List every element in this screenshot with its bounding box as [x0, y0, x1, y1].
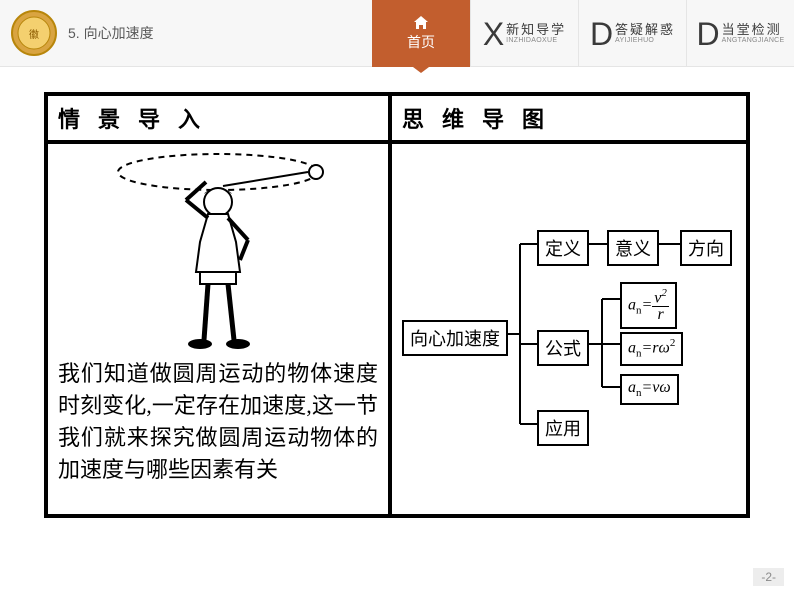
- node-formula-3: an=vω: [620, 374, 679, 405]
- node-meaning: 意义: [607, 230, 659, 266]
- nav-tab-xinzhi[interactable]: X 新知导学 INZHIDAOXUE: [470, 0, 578, 67]
- home-icon: [413, 16, 429, 30]
- nav-en: AYIJIEHUO: [615, 37, 675, 45]
- nav-tab-dangtang[interactable]: D 当堂检测 ANGTANGJIANCE: [686, 0, 794, 67]
- nav-letter: X: [483, 18, 504, 50]
- node-definition: 定义: [537, 230, 589, 266]
- nav-cn: 答疑解惑: [615, 23, 675, 37]
- node-application: 应用: [537, 410, 589, 446]
- nav-home-label: 首页: [407, 32, 435, 52]
- svg-text:徽: 徽: [29, 28, 39, 41]
- mindmap-heading: 思维导图: [392, 96, 746, 144]
- column-scenario: 情景导入 我们知道做圆周运动的物体速度时刻变化,一定存在加速度: [48, 96, 392, 514]
- nav-tab-home[interactable]: 首页: [372, 0, 470, 67]
- nav-cn: 新知导学: [506, 23, 566, 37]
- node-formula-2: an=rω2: [620, 332, 683, 366]
- node-formula: 公式: [537, 330, 589, 366]
- nav-tabs: 首页 X 新知导学 INZHIDAOXUE D 答疑解惑 AYIJIEHUO: [372, 0, 794, 67]
- nav-en: INZHIDAOXUE: [506, 37, 566, 45]
- nav-letter: D: [590, 18, 613, 50]
- scenario-heading: 情景导入: [48, 96, 388, 144]
- node-formula-1: an=v2r: [620, 282, 677, 329]
- page-number: -2-: [753, 568, 784, 586]
- nav-cn: 当堂检测: [722, 23, 785, 37]
- header-bar: 徽 5. 向心加速度 首页 X 新知导学 INZHIDAOXUE D 答疑解惑: [0, 0, 794, 67]
- lesson-title: 5. 向心加速度: [68, 23, 154, 43]
- column-mindmap: 思维导图: [392, 96, 746, 514]
- nav-en: ANGTANGJIANCE: [722, 37, 785, 45]
- person-swing-illustration: [108, 152, 328, 352]
- logo-badge-icon: 徽: [10, 9, 58, 57]
- node-root: 向心加速度: [402, 320, 508, 356]
- nav-letter: D: [697, 18, 720, 50]
- scenario-description: 我们知道做圆周运动的物体速度时刻变化,一定存在加速度,这一节我们就来探究做圆周运…: [58, 358, 378, 486]
- nav-tab-dayi[interactable]: D 答疑解惑 AYIJIEHUO: [578, 0, 686, 67]
- node-direction: 方向: [680, 230, 732, 266]
- content-table: 情景导入 我们知道做圆周运动的物体速度时刻变化,一定存在加速度: [44, 92, 750, 518]
